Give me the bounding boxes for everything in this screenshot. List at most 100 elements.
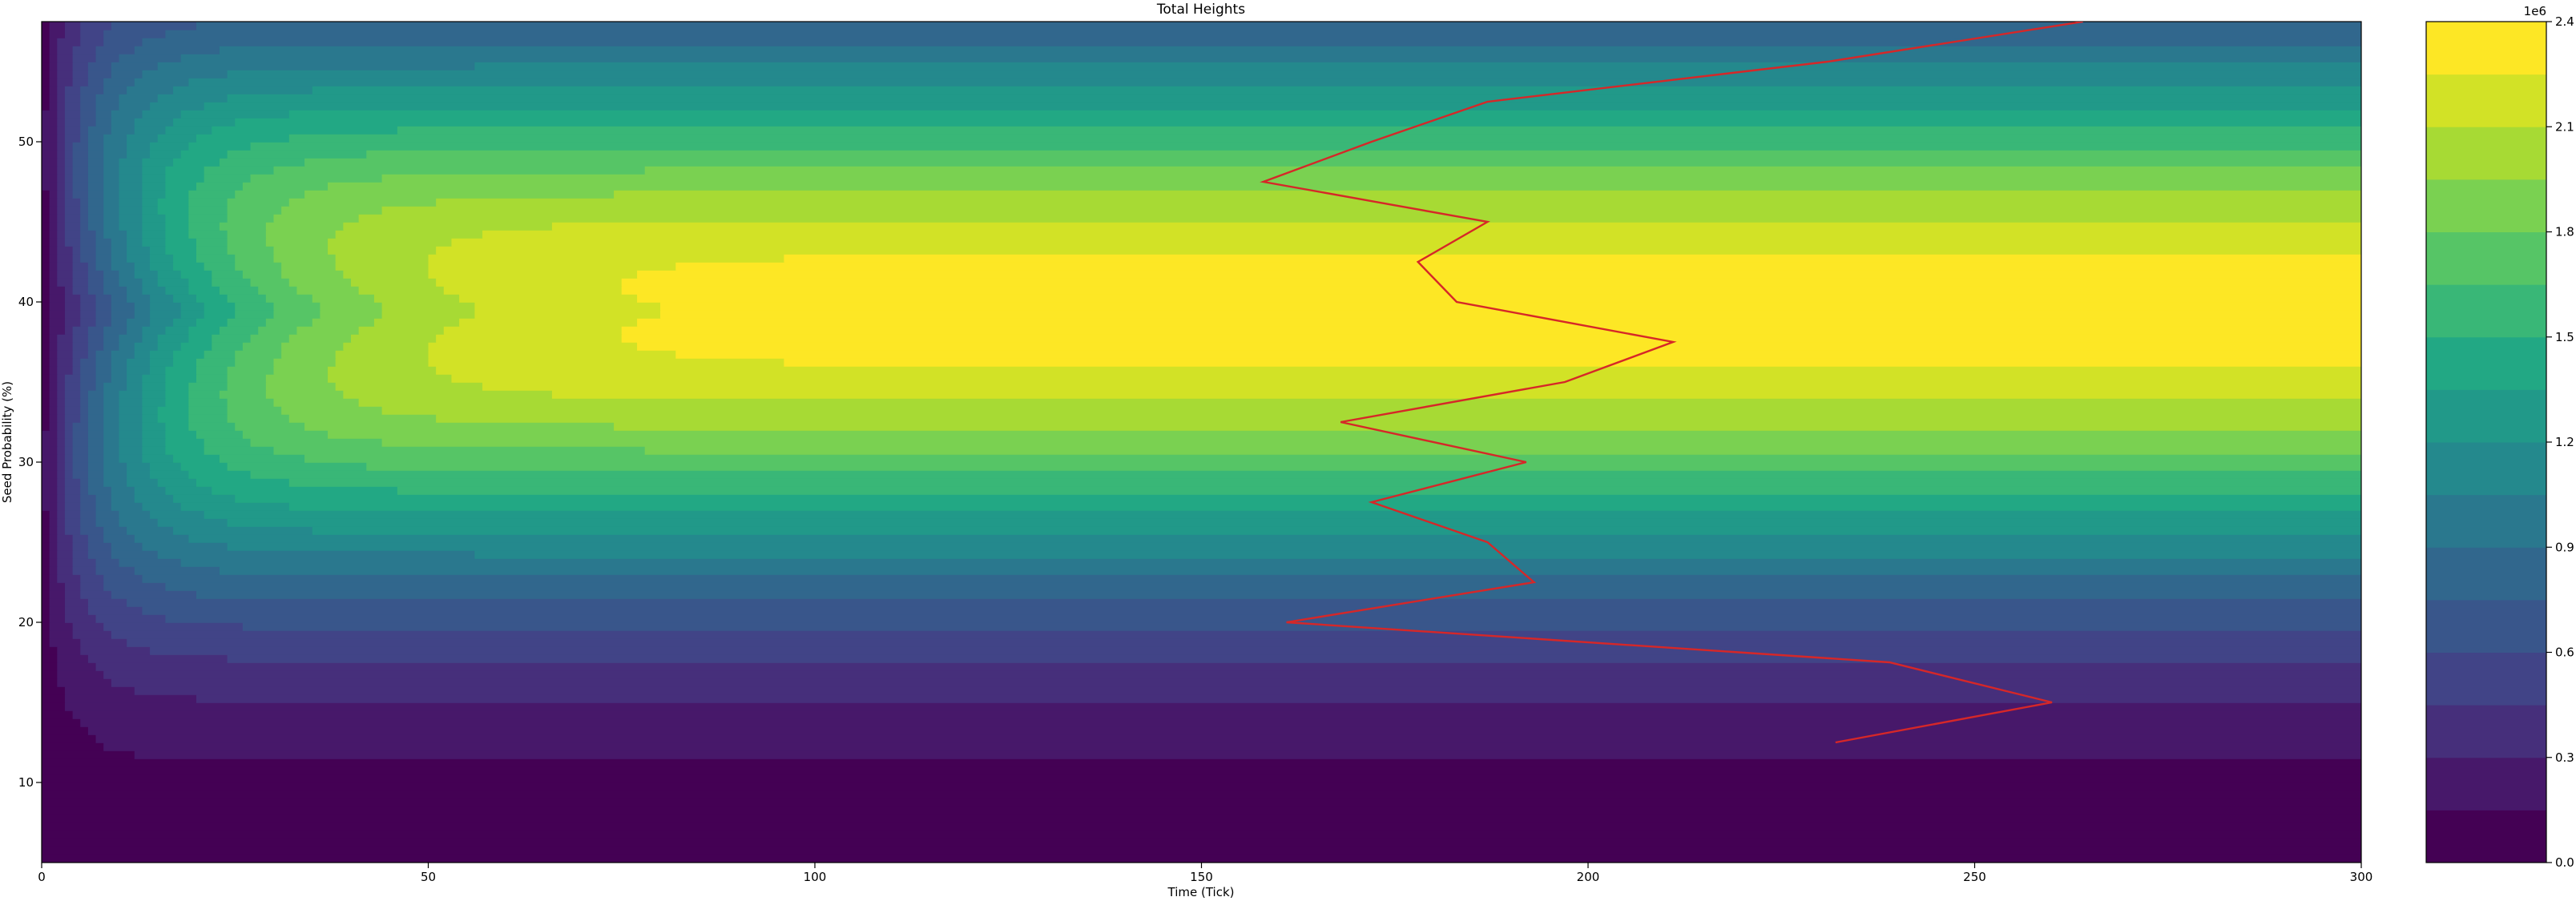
- contour-cell: [111, 22, 197, 30]
- contour-cell: [49, 630, 74, 639]
- contour-cell: [57, 518, 66, 527]
- contour-cell: [49, 246, 58, 255]
- contour-cell: [242, 342, 282, 351]
- contour-cell: [49, 614, 66, 623]
- contour-cell: [335, 358, 429, 367]
- contour-cell: [64, 422, 74, 431]
- contour-cell: [49, 302, 66, 311]
- contour-cell: [42, 390, 50, 399]
- contour-cell: [87, 486, 112, 495]
- contour-cell: [42, 334, 50, 343]
- contour-cell: [142, 414, 159, 423]
- contour-cell: [142, 382, 167, 391]
- contour-cell: [157, 198, 190, 207]
- contour-cell: [103, 582, 167, 591]
- contour-cell: [80, 30, 104, 38]
- contour-cell: [64, 374, 82, 383]
- contour-cell: [49, 598, 66, 607]
- contour-cell: [49, 238, 58, 247]
- contour-cell: [474, 550, 2361, 559]
- contour-cell: [142, 70, 228, 78]
- contour-cell: [87, 350, 97, 359]
- contour-cell: [80, 590, 112, 599]
- contour-cell: [49, 326, 66, 335]
- contour-cell: [95, 494, 112, 503]
- contour-cell: [49, 390, 58, 399]
- contour-cell: [196, 590, 2361, 599]
- contour-cell: [49, 534, 58, 543]
- contour-cell: [64, 302, 82, 311]
- contour-cell: [64, 22, 82, 30]
- contour-cell: [188, 390, 220, 399]
- contour-cell: [42, 150, 58, 159]
- contour-cell: [204, 102, 2361, 111]
- contour-cell: [95, 318, 112, 327]
- contour-cell: [235, 190, 305, 199]
- contour-cell: [142, 606, 2361, 615]
- contour-cell: [87, 214, 104, 223]
- contour-cell: [103, 86, 127, 95]
- y-tick-label: 30: [18, 455, 34, 469]
- contour-cell: [142, 110, 182, 119]
- contour-cell: [103, 30, 167, 38]
- contour-cell: [42, 710, 74, 719]
- contour-cell: [42, 318, 50, 327]
- contour-cell: [335, 262, 429, 271]
- contour-cell: [235, 358, 275, 367]
- contour-cell: [551, 390, 2361, 399]
- contour-cell: [42, 286, 50, 295]
- contour-cell: [614, 422, 2361, 431]
- contour-cell: [72, 342, 89, 351]
- contour-cell: [95, 382, 104, 391]
- contour-cell: [42, 118, 58, 127]
- contour-cell: [42, 526, 50, 535]
- contour-cell: [87, 478, 104, 487]
- contour-cell: [80, 526, 104, 535]
- contour-cell: [80, 246, 97, 255]
- contour-cell: [87, 414, 104, 423]
- contour-cell: [397, 486, 2361, 495]
- contour-cell: [57, 62, 74, 70]
- contour-cell: [95, 110, 112, 119]
- contour-cell: [288, 414, 437, 423]
- contour-cell: [188, 78, 2361, 86]
- contour-cell: [134, 118, 174, 127]
- contour-cell: [42, 566, 50, 575]
- contour-cell: [103, 390, 120, 399]
- contour-cell: [660, 310, 2361, 319]
- contour-cell: [42, 478, 58, 487]
- contour-cell: [87, 470, 104, 479]
- contour-cell: [42, 678, 58, 687]
- contour-cell: [42, 54, 50, 62]
- contour-cell: [127, 366, 151, 375]
- contour-cell: [87, 158, 104, 167]
- y-axis-label: Seed Probability (%): [0, 381, 14, 503]
- contour-cell: [188, 142, 252, 151]
- contour-cell: [173, 526, 313, 535]
- contour-cell: [436, 334, 623, 343]
- contour-cell: [614, 190, 2361, 199]
- contour-cell: [312, 526, 2361, 535]
- contour-cell: [265, 382, 337, 391]
- contour-cell: [64, 222, 82, 231]
- contour-cell: [72, 182, 89, 191]
- contour-cell: [134, 750, 2361, 759]
- contour-cell: [57, 446, 66, 455]
- contour-cell: [72, 630, 112, 639]
- contour-cell: [42, 326, 50, 335]
- contour-cell: [180, 502, 290, 511]
- contour-cell: [219, 286, 259, 295]
- contour-cell: [80, 398, 89, 407]
- contour-cell: [80, 206, 89, 215]
- contour-cell: [72, 470, 89, 479]
- contour-cell: [250, 334, 290, 343]
- contour-cell: [428, 270, 638, 279]
- contour-cell: [142, 174, 167, 183]
- contour-cell: [235, 494, 2361, 503]
- contour-cell: [103, 230, 127, 239]
- contour-cell: [57, 110, 66, 119]
- contour-cell: [127, 598, 2361, 607]
- contour-cell: [451, 374, 2361, 383]
- contour-cell: [157, 518, 228, 527]
- contour-cell: [64, 318, 82, 327]
